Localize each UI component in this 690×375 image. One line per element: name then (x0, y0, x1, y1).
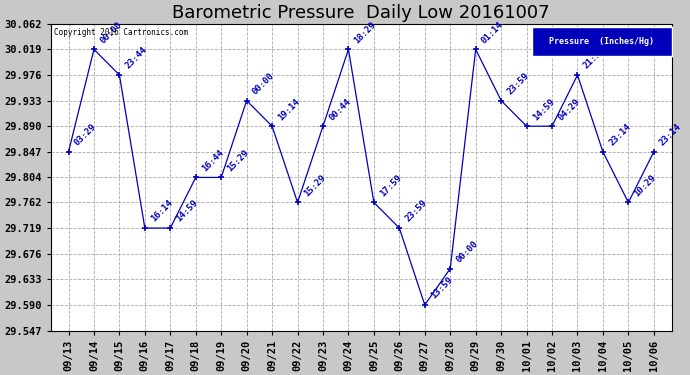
Text: 00:00: 00:00 (98, 20, 124, 45)
Text: 15:29: 15:29 (226, 148, 250, 173)
Text: 23:59: 23:59 (505, 71, 531, 96)
Text: 00:00: 00:00 (251, 71, 276, 96)
Text: 13:59: 13:59 (429, 275, 454, 301)
Text: 17:59: 17:59 (378, 173, 404, 198)
Text: 16:44: 16:44 (200, 148, 226, 173)
Text: 23:14: 23:14 (607, 122, 633, 148)
Text: 14:59: 14:59 (531, 97, 556, 122)
Text: 21:29: 21:29 (582, 45, 607, 71)
Text: 03:29: 03:29 (72, 122, 98, 148)
Text: 18:29: 18:29 (353, 20, 378, 45)
Text: 23:44: 23:44 (124, 45, 149, 71)
Text: 23:59: 23:59 (404, 198, 429, 224)
Text: 04:29: 04:29 (556, 97, 582, 122)
Text: 23:14: 23:14 (658, 122, 683, 148)
Text: 14:59: 14:59 (175, 198, 200, 224)
Text: 10:29: 10:29 (633, 173, 658, 198)
Text: 01:14: 01:14 (480, 20, 505, 45)
Text: 15:29: 15:29 (302, 173, 327, 198)
Title: Barometric Pressure  Daily Low 20161007: Barometric Pressure Daily Low 20161007 (172, 4, 550, 22)
Text: 16:14: 16:14 (149, 198, 175, 224)
Text: 00:44: 00:44 (327, 97, 353, 122)
Text: 00:00: 00:00 (455, 239, 480, 264)
Text: 19:14: 19:14 (276, 97, 302, 122)
Text: Copyright 2016 Cartronics.com: Copyright 2016 Cartronics.com (54, 28, 188, 38)
